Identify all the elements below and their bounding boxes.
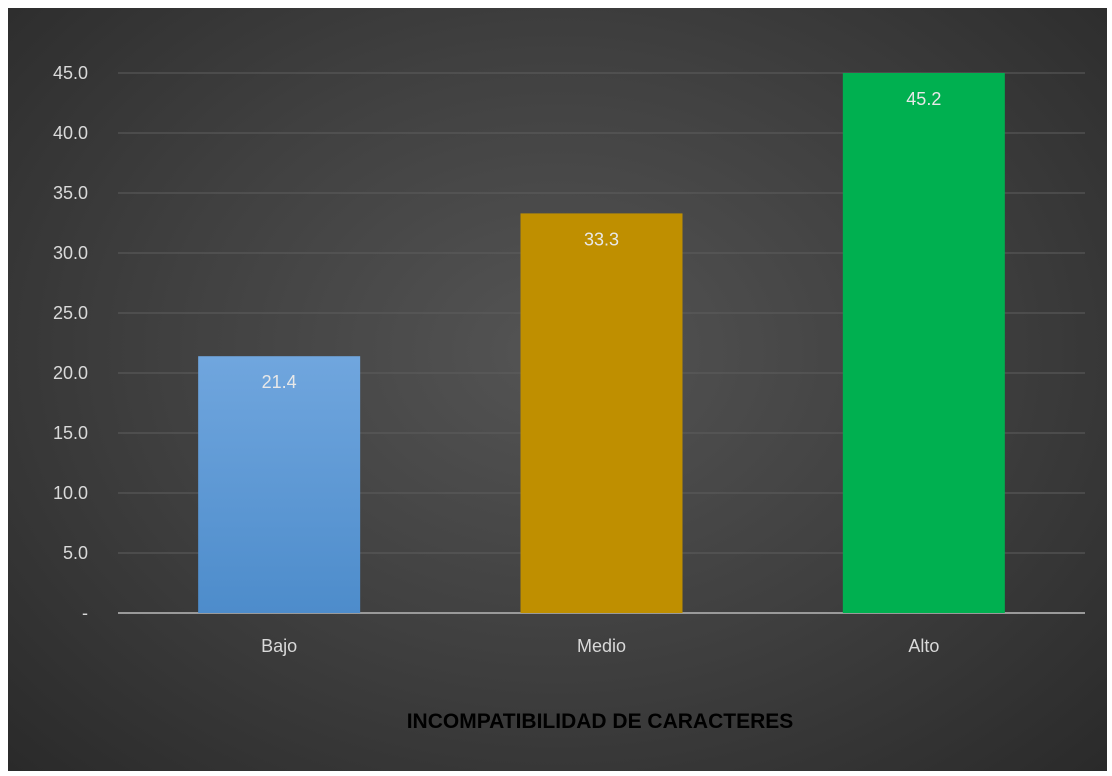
x-axis-title: INCOMPATIBILIDAD DE CARACTERES <box>407 710 794 733</box>
y-tick-label: - <box>82 603 88 623</box>
x-category-label: Bajo <box>261 636 297 656</box>
y-tick-label: 45.0 <box>53 63 88 83</box>
y-tick-label: 40.0 <box>53 123 88 143</box>
bar-bajo <box>198 356 361 613</box>
y-tick-label: 10.0 <box>53 483 88 503</box>
x-category-label: Alto <box>908 636 939 656</box>
data-label: 21.4 <box>262 372 297 392</box>
y-tick-label: 25.0 <box>53 303 88 323</box>
bar-medio <box>520 213 683 613</box>
data-label: 33.3 <box>584 229 619 249</box>
data-label: 45.2 <box>906 89 941 109</box>
y-tick-label: 5.0 <box>63 543 88 563</box>
y-tick-label: 20.0 <box>53 363 88 383</box>
y-tick-label: 15.0 <box>53 423 88 443</box>
bar-alto <box>842 73 1005 613</box>
y-tick-label: 30.0 <box>53 243 88 263</box>
y-tick-label: 35.0 <box>53 183 88 203</box>
x-category-label: Medio <box>577 636 626 656</box>
chart-area: - 5.0 10.0 15.0 20.0 25.0 30.0 35.0 40.0 45.0 21.4… <box>8 8 1107 771</box>
bar-chart: - 5.0 10.0 15.0 20.0 25.0 30.0 35.0 40.0 45.0 21.4… <box>53 63 1085 733</box>
